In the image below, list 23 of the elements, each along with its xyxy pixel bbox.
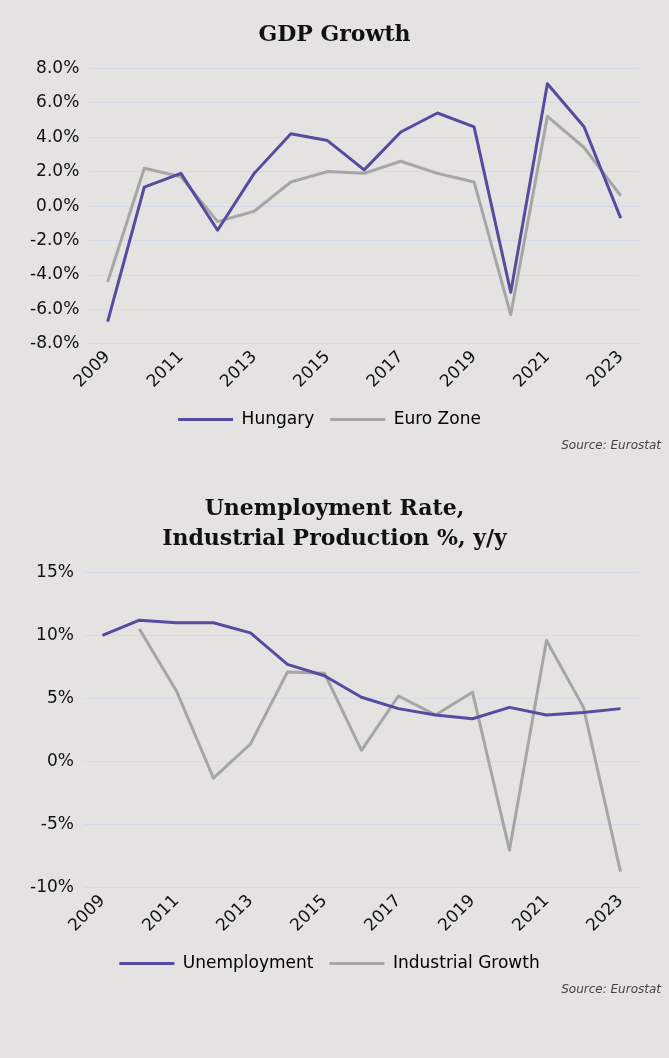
y-tick-label: -4.0%: [30, 263, 80, 284]
legend-label: Unemployment: [182, 951, 314, 972]
y-tick-label: -10%: [30, 876, 74, 897]
legend-label: Hungary: [241, 407, 315, 428]
y-tick-label: -6.0%: [30, 297, 80, 318]
y-tick-label: 15%: [36, 560, 74, 581]
source-note: Source: Eurostat: [560, 982, 663, 996]
y-tick-label: 0.0%: [36, 194, 80, 215]
y-tick-label: -8.0%: [30, 332, 80, 353]
y-tick-label: 5%: [46, 686, 74, 707]
y-tick-label: 2.0%: [36, 160, 80, 181]
chart-title: GDP Growth: [257, 19, 412, 48]
y-tick-label: -2.0%: [30, 228, 80, 249]
y-tick-label: 8.0%: [36, 56, 80, 77]
y-tick-label: 6.0%: [36, 91, 80, 112]
legend-label: Euro Zone: [393, 407, 481, 428]
y-tick-label: 10%: [36, 623, 74, 644]
y-tick-label: -5%: [40, 813, 74, 834]
chart-title: Unemployment Rate, Industrial Production %, y/y: [161, 493, 509, 552]
y-tick-label: 0%: [46, 750, 74, 771]
source-note: Source: Eurostat: [560, 438, 663, 452]
legend-label: Industrial Growth: [393, 951, 540, 972]
y-tick-label: 4.0%: [36, 125, 80, 146]
